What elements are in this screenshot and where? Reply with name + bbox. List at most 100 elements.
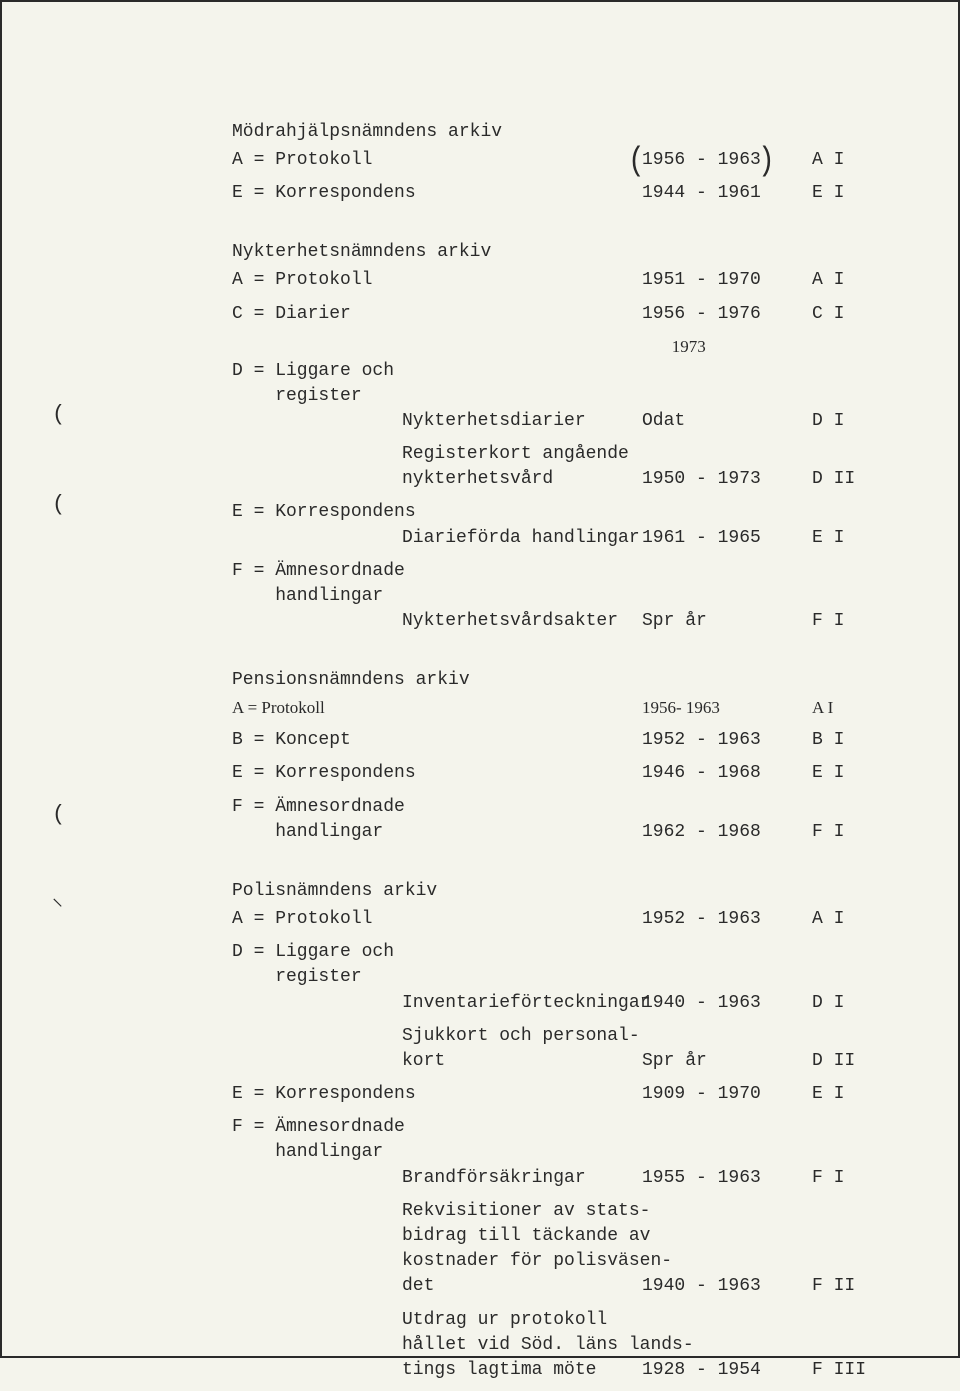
sub-label: tings lagtima möte bbox=[402, 1358, 642, 1383]
series-label: E = Korrespondens bbox=[232, 500, 402, 525]
series-label: F = Ämnesordnade bbox=[232, 1115, 402, 1140]
series-code: F I bbox=[812, 609, 892, 634]
sub-label: Nykterhetsdiarier bbox=[402, 409, 642, 434]
table-row: Brandförsäkringar1955 - 1963F I bbox=[232, 1166, 878, 1191]
table-row: tings lagtima möte1928 - 1954F III bbox=[232, 1358, 878, 1383]
date-range: 1946 - 1968 bbox=[642, 761, 812, 786]
table-row: handlingar bbox=[232, 1140, 878, 1165]
table-row: handlingar1962 - 1968F I bbox=[232, 820, 878, 845]
date-range: 1961 - 1965 bbox=[642, 526, 812, 551]
table-row: F = Ämnesordnade bbox=[232, 1115, 878, 1140]
table-row: kostnader för polisväsen- bbox=[232, 1249, 878, 1274]
table-row: Rekvisitioner av stats- bbox=[232, 1199, 878, 1224]
series-label: handlingar bbox=[232, 584, 402, 609]
series-label: F = Ämnesordnade bbox=[232, 559, 402, 584]
table-row: Sjukkort och personal- bbox=[232, 1024, 878, 1049]
series-code: A I bbox=[812, 907, 892, 932]
series-label: D = Liggare och bbox=[232, 359, 402, 384]
series-code: F I bbox=[812, 1166, 892, 1191]
table-row: kortSpr årD II bbox=[232, 1049, 878, 1074]
series-label: A = Protokoll bbox=[232, 148, 402, 173]
series-code: E I bbox=[812, 526, 892, 551]
date-range: Spr år bbox=[642, 1049, 812, 1074]
table-row: Inventarieförteckningar1940 - 1963D I bbox=[232, 991, 878, 1016]
series-label: B = Koncept bbox=[232, 728, 402, 753]
sub-label: Inventarieförteckningar bbox=[402, 991, 642, 1016]
date-range: 1928 - 1954 bbox=[642, 1358, 812, 1383]
table-row: D = Liggare och bbox=[232, 940, 878, 965]
series-label: register bbox=[232, 384, 402, 409]
series-label: F = Ämnesordnade bbox=[232, 795, 402, 820]
sub-label: bidrag till täckande av bbox=[402, 1224, 642, 1249]
series-code: F II bbox=[812, 1274, 892, 1299]
date-range: 1950 - 1973 bbox=[642, 467, 812, 492]
table-row: F = Ämnesordnade bbox=[232, 795, 878, 820]
table-row: F = Ämnesordnade bbox=[232, 559, 878, 584]
sub-label: nykterhetsvård bbox=[402, 467, 642, 492]
series-code: D I bbox=[812, 409, 892, 434]
series-code: E I bbox=[812, 761, 892, 786]
sub-label: kostnader för polisväsen- bbox=[402, 1249, 642, 1274]
table-row: E = Korrespondens bbox=[232, 500, 878, 525]
series-label: E = Korrespondens bbox=[232, 181, 402, 206]
date-range: Spr år bbox=[642, 609, 812, 634]
sub-label: Diarieförda handlingar bbox=[402, 526, 642, 551]
sub-label: Utdrag ur protokoll bbox=[402, 1308, 642, 1333]
date-range: 1962 - 1968 bbox=[642, 820, 812, 845]
table-row: E = Korrespondens1909 - 1970E I bbox=[232, 1082, 878, 1107]
date-range: 1956 - 1976 bbox=[642, 302, 812, 327]
table-row: NykterhetsvårdsakterSpr årF I bbox=[232, 609, 878, 634]
table-row: hållet vid Söd. läns lands- bbox=[232, 1333, 878, 1358]
page: (((⸜Mödrahjälpsnämndens arkivA = Protoko… bbox=[0, 0, 960, 1358]
table-row: 1973 bbox=[232, 335, 878, 359]
margin-mark: ⸜ bbox=[52, 882, 63, 912]
table-row: bidrag till täckande av bbox=[232, 1224, 878, 1249]
series-label: A = Protokoll bbox=[232, 696, 402, 720]
table-row: A = Protokoll1956- 1963A I bbox=[232, 696, 878, 720]
date-range: 1955 - 1963 bbox=[642, 1166, 812, 1191]
section-title: Mödrahjälpsnämndens arkiv bbox=[232, 122, 878, 142]
section-title: Nykterhetsnämndens arkiv bbox=[232, 242, 878, 262]
series-label: C = Diarier bbox=[232, 302, 402, 327]
sub-label: Brandförsäkringar bbox=[402, 1166, 642, 1191]
date-range: 1940 - 1963 bbox=[642, 991, 812, 1016]
series-code: F I bbox=[812, 820, 892, 845]
series-code: B I bbox=[812, 728, 892, 753]
series-code: D II bbox=[812, 1049, 892, 1074]
date-range: 1944 - 1961 bbox=[642, 181, 812, 206]
date-range: 1952 - 1963 bbox=[642, 907, 812, 932]
series-label: A = Protokoll bbox=[232, 268, 402, 293]
table-row: Registerkort angående bbox=[232, 442, 878, 467]
series-label: handlingar bbox=[232, 820, 402, 845]
table-row: B = Koncept1952 - 1963B I bbox=[232, 728, 878, 753]
sub-label: Rekvisitioner av stats- bbox=[402, 1199, 642, 1224]
section-title: Pensionsnämndens arkiv bbox=[232, 670, 878, 690]
table-row: Utdrag ur protokoll bbox=[232, 1308, 878, 1333]
series-code: E I bbox=[812, 181, 892, 206]
table-row: A = Protokoll1956 - 1963A I bbox=[232, 148, 878, 173]
series-label: register bbox=[232, 965, 402, 990]
sub-label: Sjukkort och personal- bbox=[402, 1024, 642, 1049]
date-range: 1956 - 1963 bbox=[642, 148, 812, 173]
series-label: A = Protokoll bbox=[232, 907, 402, 932]
series-code: A I bbox=[812, 148, 892, 173]
date-range: 1973 bbox=[642, 335, 812, 359]
date-range: 1909 - 1970 bbox=[642, 1082, 812, 1107]
date-range: 1951 - 1970 bbox=[642, 268, 812, 293]
sub-label: kort bbox=[402, 1049, 642, 1074]
series-code: C I bbox=[812, 302, 892, 327]
series-label: D = Liggare och bbox=[232, 940, 402, 965]
table-row: det1940 - 1963F II bbox=[232, 1274, 878, 1299]
sub-label: Registerkort angående bbox=[402, 442, 642, 467]
date-range: 1940 - 1963 bbox=[642, 1274, 812, 1299]
series-code: D II bbox=[812, 467, 892, 492]
series-code: A I bbox=[812, 268, 892, 293]
table-row: register bbox=[232, 384, 878, 409]
table-row: register bbox=[232, 965, 878, 990]
table-row: E = Korrespondens1946 - 1968E I bbox=[232, 761, 878, 786]
table-row: handlingar bbox=[232, 584, 878, 609]
table-row: Diarieförda handlingar1961 - 1965E I bbox=[232, 526, 878, 551]
table-row: D = Liggare och bbox=[232, 359, 878, 384]
sub-label: hållet vid Söd. läns lands- bbox=[402, 1333, 642, 1358]
table-row: NykterhetsdiarierOdatD I bbox=[232, 409, 878, 434]
